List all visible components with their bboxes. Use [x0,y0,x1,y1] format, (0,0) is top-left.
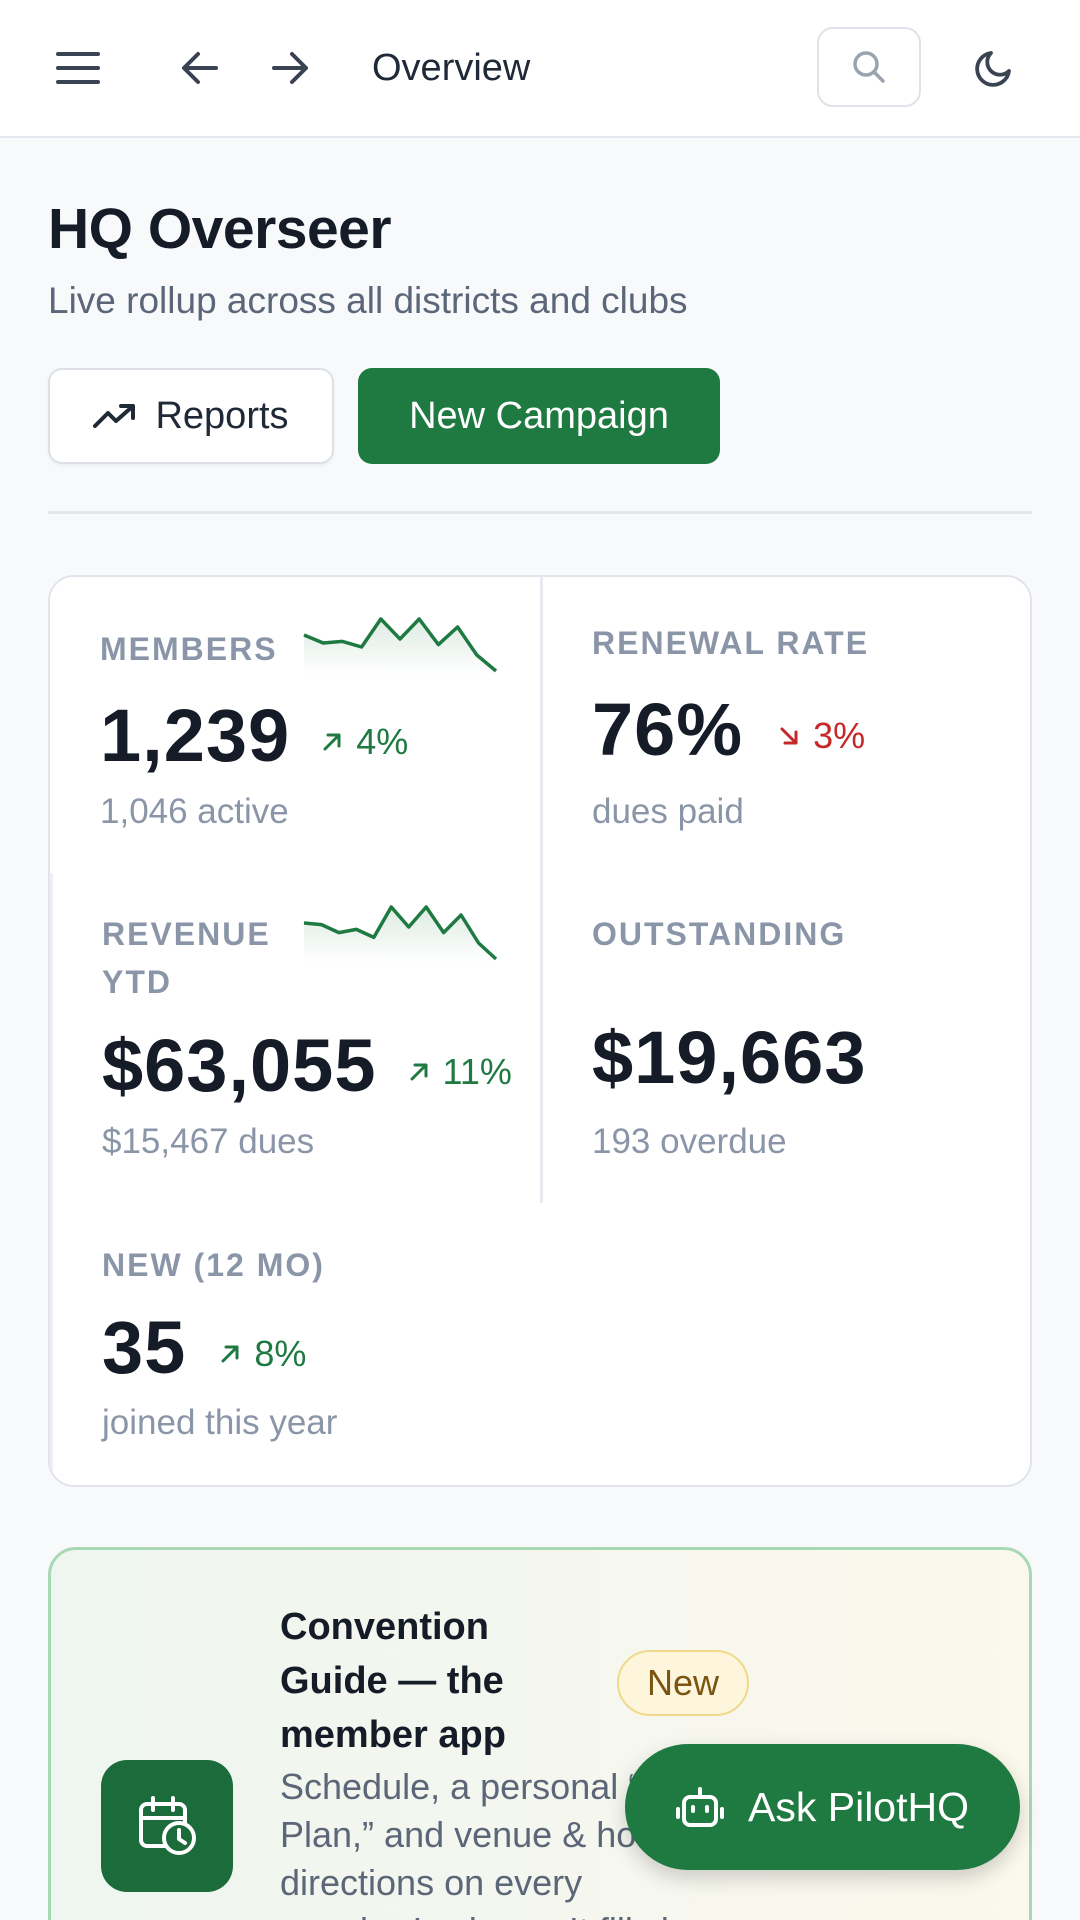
stat-members-label: MEMBERS [100,631,278,667]
stat-revenue[interactable]: REVENUE YTD [102,910,271,1006]
moon-icon [975,51,1011,87]
stat-new-members[interactable]: NEW (12 MO) [102,1241,325,1289]
forward-button[interactable] [260,38,320,98]
search-button[interactable] [817,27,921,107]
row-divider [50,873,53,1485]
stat-revenue-value-row: $63,055 11% [102,1015,542,1115]
theme-toggle-button[interactable] [964,38,1024,98]
stat-new-members-label: NEW (12 MO) [102,1247,325,1283]
menu-icon [56,52,100,84]
search-icon [853,51,885,83]
stat-renewal-value-row: 76% 3% [592,679,1012,779]
page-subtitle: Live rollup across all districts and clu… [48,280,688,321]
arrow-down-right-icon [780,727,798,745]
stat-outstanding-value: $19,663 [592,1015,867,1099]
stat-members-value-row: 1,239 4% [100,685,520,785]
arrow-left-icon [182,52,218,84]
ask-pilothq-label: Ask PilotHQ [748,1783,969,1830]
ask-pilothq-button[interactable]: Ask PilotHQ [625,1744,1020,1870]
stat-outstanding-value-row: $19,663 [592,1007,867,1107]
promo-icon-tile [101,1760,233,1892]
promo-new-badge: New [617,1650,749,1716]
new-campaign-button[interactable]: New Campaign [358,368,720,464]
top-bar: Overview [0,0,1080,138]
promo-card[interactable]: Convention Guide — the member app New Sc… [48,1547,1032,1920]
stat-renewal-delta: 3% [777,715,865,757]
revenue-sparkline [303,905,498,963]
stat-revenue-value: $63,055 [102,1023,377,1107]
arrow-up-right-icon [323,733,341,751]
stat-revenue-delta: 11% [407,1051,512,1093]
stat-members-delta-value: 4% [356,721,409,762]
stat-renewal-sub: dues paid [592,792,744,831]
members-sparkline-line [303,617,498,673]
stat-revenue-label-1: REVENUE [102,916,271,952]
column-divider [540,577,543,1203]
stat-members-delta: 4% [320,721,408,763]
stat-outstanding-label: OUTSTANDING [592,916,847,952]
revenue-sparkline-area [304,907,496,963]
promo-description: Schedule, a personal “My Plan,” and venu… [280,1766,689,1920]
stat-revenue-sub: $15,467 dues [102,1122,315,1161]
stat-renewal-label: RENEWAL RATE [592,625,870,661]
trending-up-icon [93,404,136,428]
stat-renewal-delta-value: 3% [813,715,866,756]
stat-outstanding-sub: 193 overdue [592,1122,787,1161]
arrow-right-icon [272,52,308,84]
revenue-sparkline-line [303,905,498,961]
arrow-up-right-icon [410,1063,427,1081]
arrow-up-right-icon [221,1345,239,1363]
reports-label: Reports [155,394,289,437]
page-title: HQ Overseer [48,197,392,261]
stat-renewal[interactable]: RENEWAL RATE [592,619,869,667]
topbar-title: Overview [372,47,531,89]
stat-outstanding[interactable]: OUTSTANDING [592,910,846,958]
stat-new-members-value: 35 [102,1305,187,1389]
stat-new-members-delta-value: 8% [254,1333,307,1374]
promo-title: Convention Guide — the member app [280,1606,506,1756]
stat-members-sub: 1,046 active [100,792,289,831]
stats-card: MEMBERS 1,239 4% 1,046 active RENEWAL RA… [48,575,1032,1487]
members-sparkline-area [304,619,496,675]
stat-renewal-value: 76% [592,687,744,771]
members-sparkline [303,617,498,675]
menu-button[interactable] [48,38,108,98]
stat-revenue-delta-value: 11% [442,1051,512,1092]
calendar-clock-icon [139,1796,196,1855]
stat-members-value: 1,239 [100,693,291,777]
reports-button[interactable]: Reports [48,368,334,464]
back-button[interactable] [170,38,230,98]
new-campaign-label: New Campaign [409,394,669,437]
stat-new-members-delta: 8% [218,1333,306,1375]
robot-icon [676,1787,724,1827]
stat-new-members-value-row: 35 8% [102,1297,522,1397]
stat-revenue-label-2: YTD [102,964,172,1000]
stat-new-members-sub: joined this year [102,1403,338,1442]
stat-members[interactable]: MEMBERS [100,625,278,673]
section-divider [48,511,1032,514]
